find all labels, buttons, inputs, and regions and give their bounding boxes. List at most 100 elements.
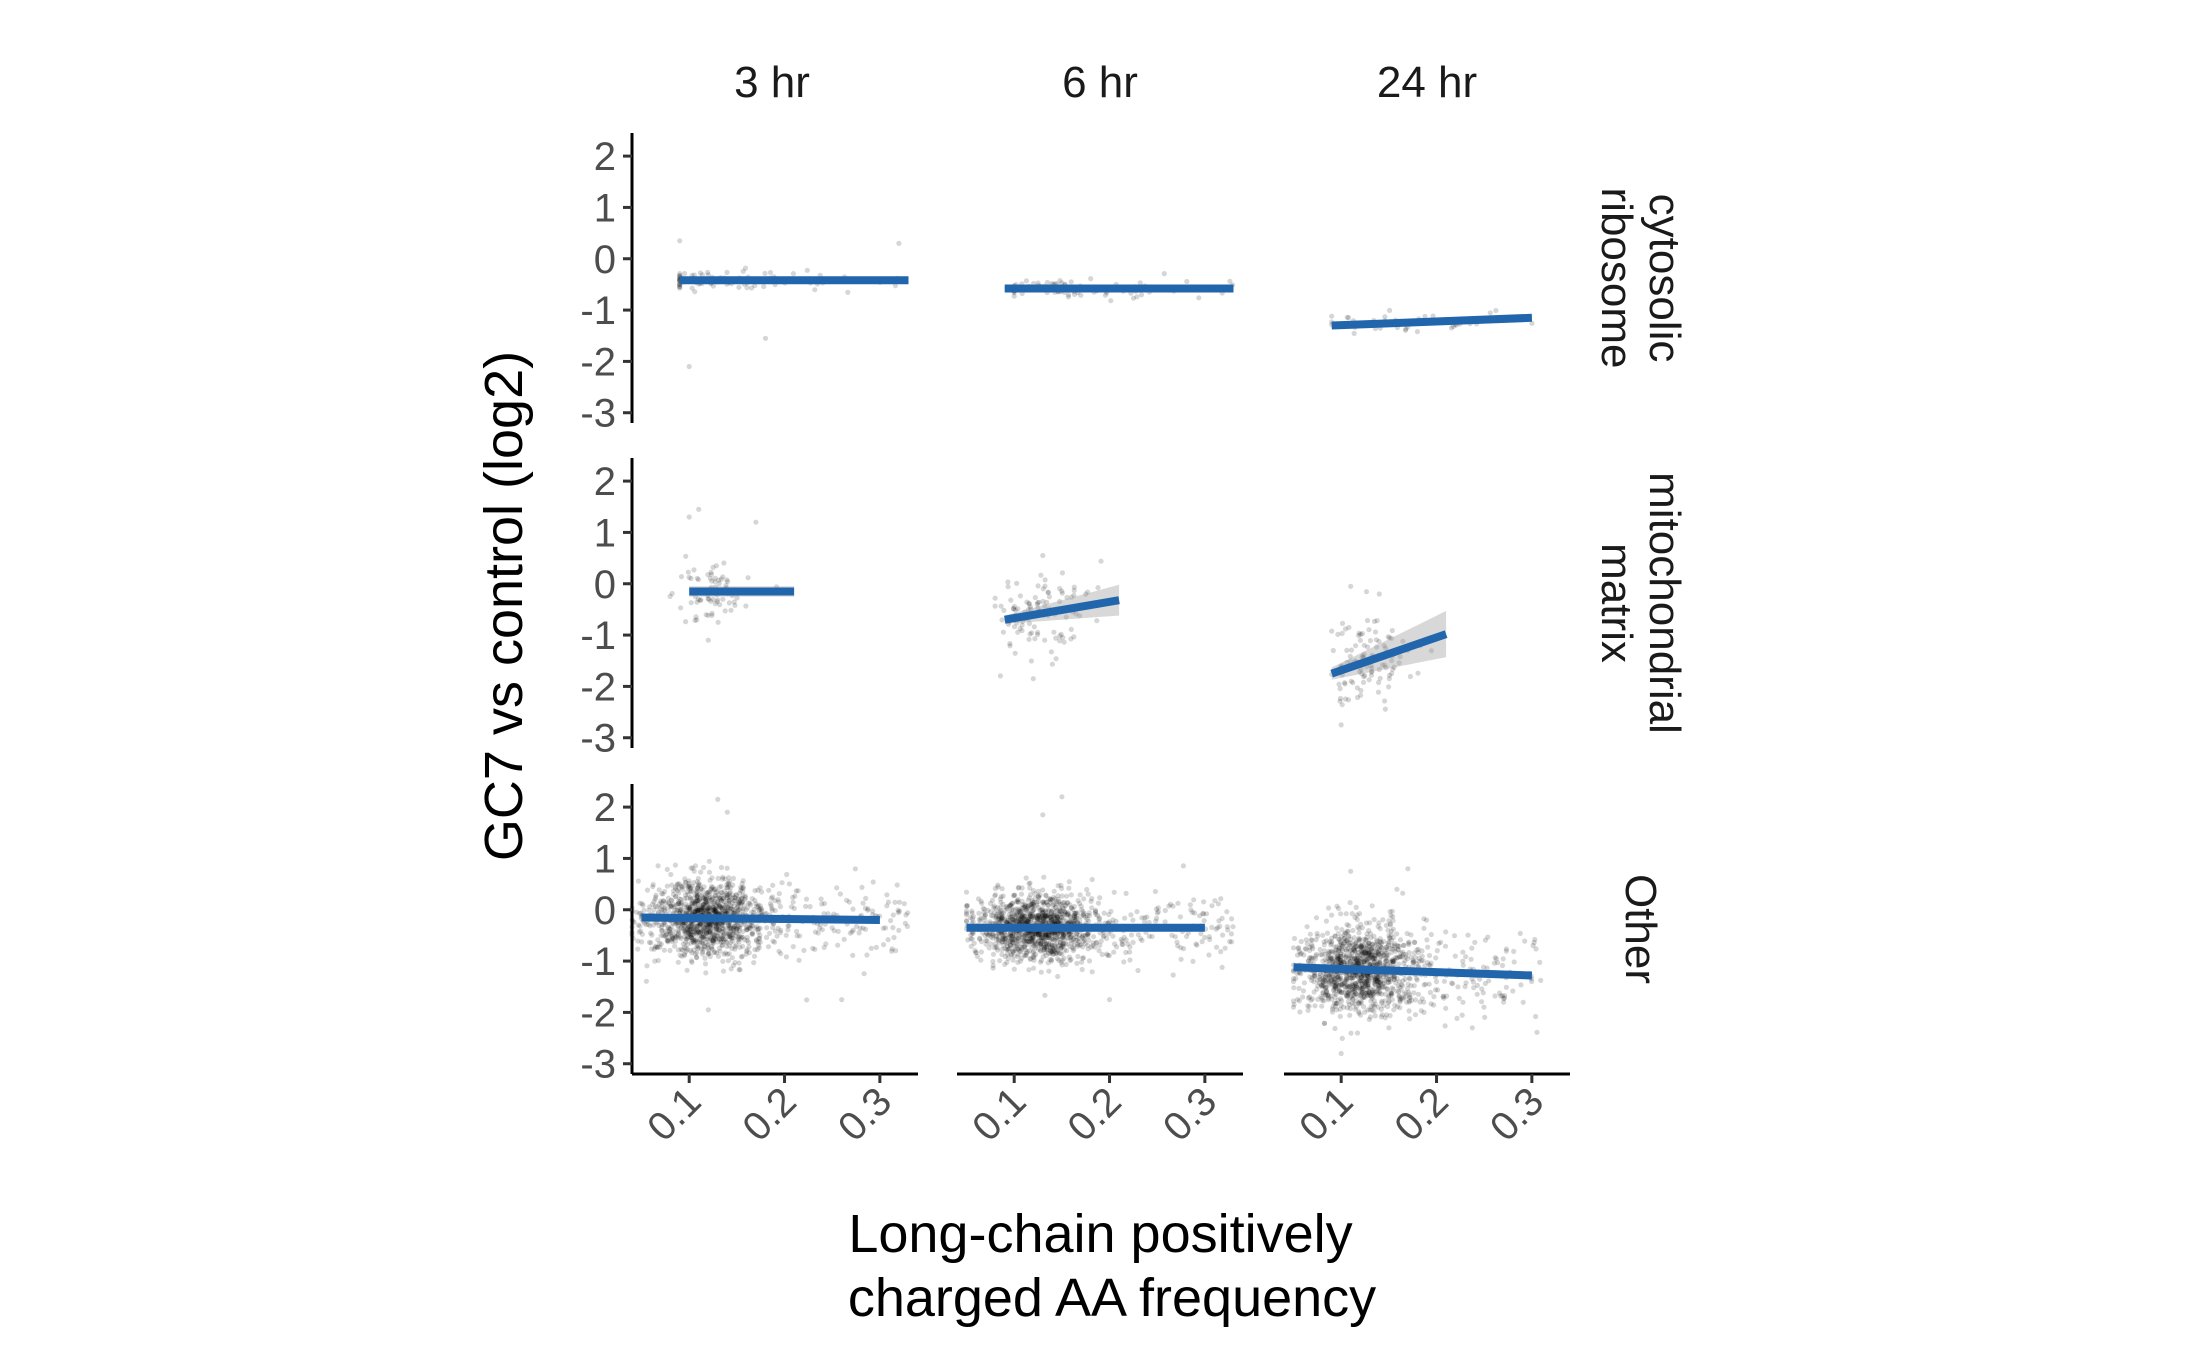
data-point xyxy=(1358,687,1364,694)
data-point xyxy=(1341,958,1347,965)
data-point xyxy=(1029,630,1035,636)
data-point xyxy=(1428,931,1434,938)
data-point xyxy=(1378,1006,1384,1013)
regression-line xyxy=(1330,630,1448,678)
data-point xyxy=(1338,990,1345,996)
data-point xyxy=(1357,944,1363,950)
data-point xyxy=(1359,948,1365,954)
data-point xyxy=(1325,976,1331,982)
data-point xyxy=(1326,972,1332,978)
data-point xyxy=(1337,960,1343,966)
data-point xyxy=(1353,943,1359,950)
data-point xyxy=(1365,977,1371,984)
data-point xyxy=(701,906,707,912)
data-point xyxy=(747,922,753,929)
data-point xyxy=(1364,972,1370,978)
data-point xyxy=(1011,966,1017,972)
data-point xyxy=(688,926,695,932)
data-point xyxy=(1320,990,1326,996)
data-point xyxy=(1072,916,1078,922)
data-point xyxy=(1071,634,1077,640)
data-point xyxy=(1095,912,1101,919)
data-point xyxy=(749,931,755,937)
data-point xyxy=(719,943,725,949)
data-point xyxy=(710,906,716,913)
data-point xyxy=(1331,986,1337,992)
data-point xyxy=(725,894,731,901)
data-point xyxy=(1326,982,1332,988)
data-point xyxy=(699,940,706,946)
data-point xyxy=(892,899,898,905)
data-point xyxy=(684,936,690,943)
data-point xyxy=(1350,680,1356,686)
data-point xyxy=(1391,1007,1397,1013)
data-point xyxy=(655,863,661,869)
y-axis-row-0: 210-1-2-3 xyxy=(580,133,634,436)
data-point xyxy=(702,892,708,898)
data-point xyxy=(1385,1003,1391,1010)
data-point xyxy=(679,925,685,931)
data-point xyxy=(1006,912,1012,918)
data-point xyxy=(1057,917,1063,923)
data-point xyxy=(778,951,784,957)
data-point xyxy=(704,930,710,937)
data-point xyxy=(1395,943,1401,950)
data-point xyxy=(1346,933,1352,940)
data-point xyxy=(1042,909,1048,915)
data-point xyxy=(1004,951,1011,957)
data-point xyxy=(1361,958,1367,964)
data-point xyxy=(686,931,692,937)
data-point xyxy=(1042,583,1048,589)
data-point xyxy=(1011,907,1017,913)
data-point xyxy=(722,908,728,914)
data-point xyxy=(1010,893,1017,899)
data-point xyxy=(1290,978,1297,985)
data-point xyxy=(1538,977,1544,984)
data-point xyxy=(1062,947,1068,953)
data-point xyxy=(1349,987,1355,993)
data-point xyxy=(694,599,700,605)
data-point xyxy=(725,931,731,937)
data-point xyxy=(707,934,714,940)
data-point xyxy=(718,937,724,943)
data-point xyxy=(1361,994,1367,1000)
data-point xyxy=(1000,629,1007,635)
data-point xyxy=(1308,955,1314,961)
data-point xyxy=(1344,994,1350,1000)
data-point xyxy=(1431,994,1437,1000)
data-point xyxy=(1011,606,1017,612)
data-point xyxy=(692,909,698,915)
data-point xyxy=(710,885,716,891)
data-point xyxy=(729,900,736,907)
data-point xyxy=(1106,997,1113,1003)
data-point xyxy=(720,895,727,901)
data-point xyxy=(1010,948,1017,954)
data-point xyxy=(821,900,828,907)
data-point xyxy=(999,918,1005,924)
data-point xyxy=(1036,939,1042,945)
data-point xyxy=(1027,956,1033,963)
data-point xyxy=(689,922,695,928)
data-point xyxy=(821,944,827,951)
data-point xyxy=(1359,654,1365,660)
data-point xyxy=(734,905,740,911)
data-point xyxy=(863,895,869,902)
data-point xyxy=(1031,957,1037,963)
data-point xyxy=(1358,991,1364,997)
data-point xyxy=(1337,1006,1343,1012)
data-point xyxy=(683,619,689,625)
data-point xyxy=(1357,978,1363,984)
data-point xyxy=(1376,679,1382,686)
data-point xyxy=(1169,932,1175,939)
data-point xyxy=(902,920,908,926)
data-point xyxy=(1044,947,1050,953)
data-point xyxy=(1501,999,1507,1005)
data-point xyxy=(690,900,696,906)
data-point xyxy=(731,599,737,605)
data-point xyxy=(1348,678,1354,684)
data-point xyxy=(1363,983,1369,989)
data-point xyxy=(746,944,752,950)
data-point xyxy=(649,932,655,938)
data-point xyxy=(1361,1004,1367,1010)
data-point xyxy=(1006,947,1012,953)
